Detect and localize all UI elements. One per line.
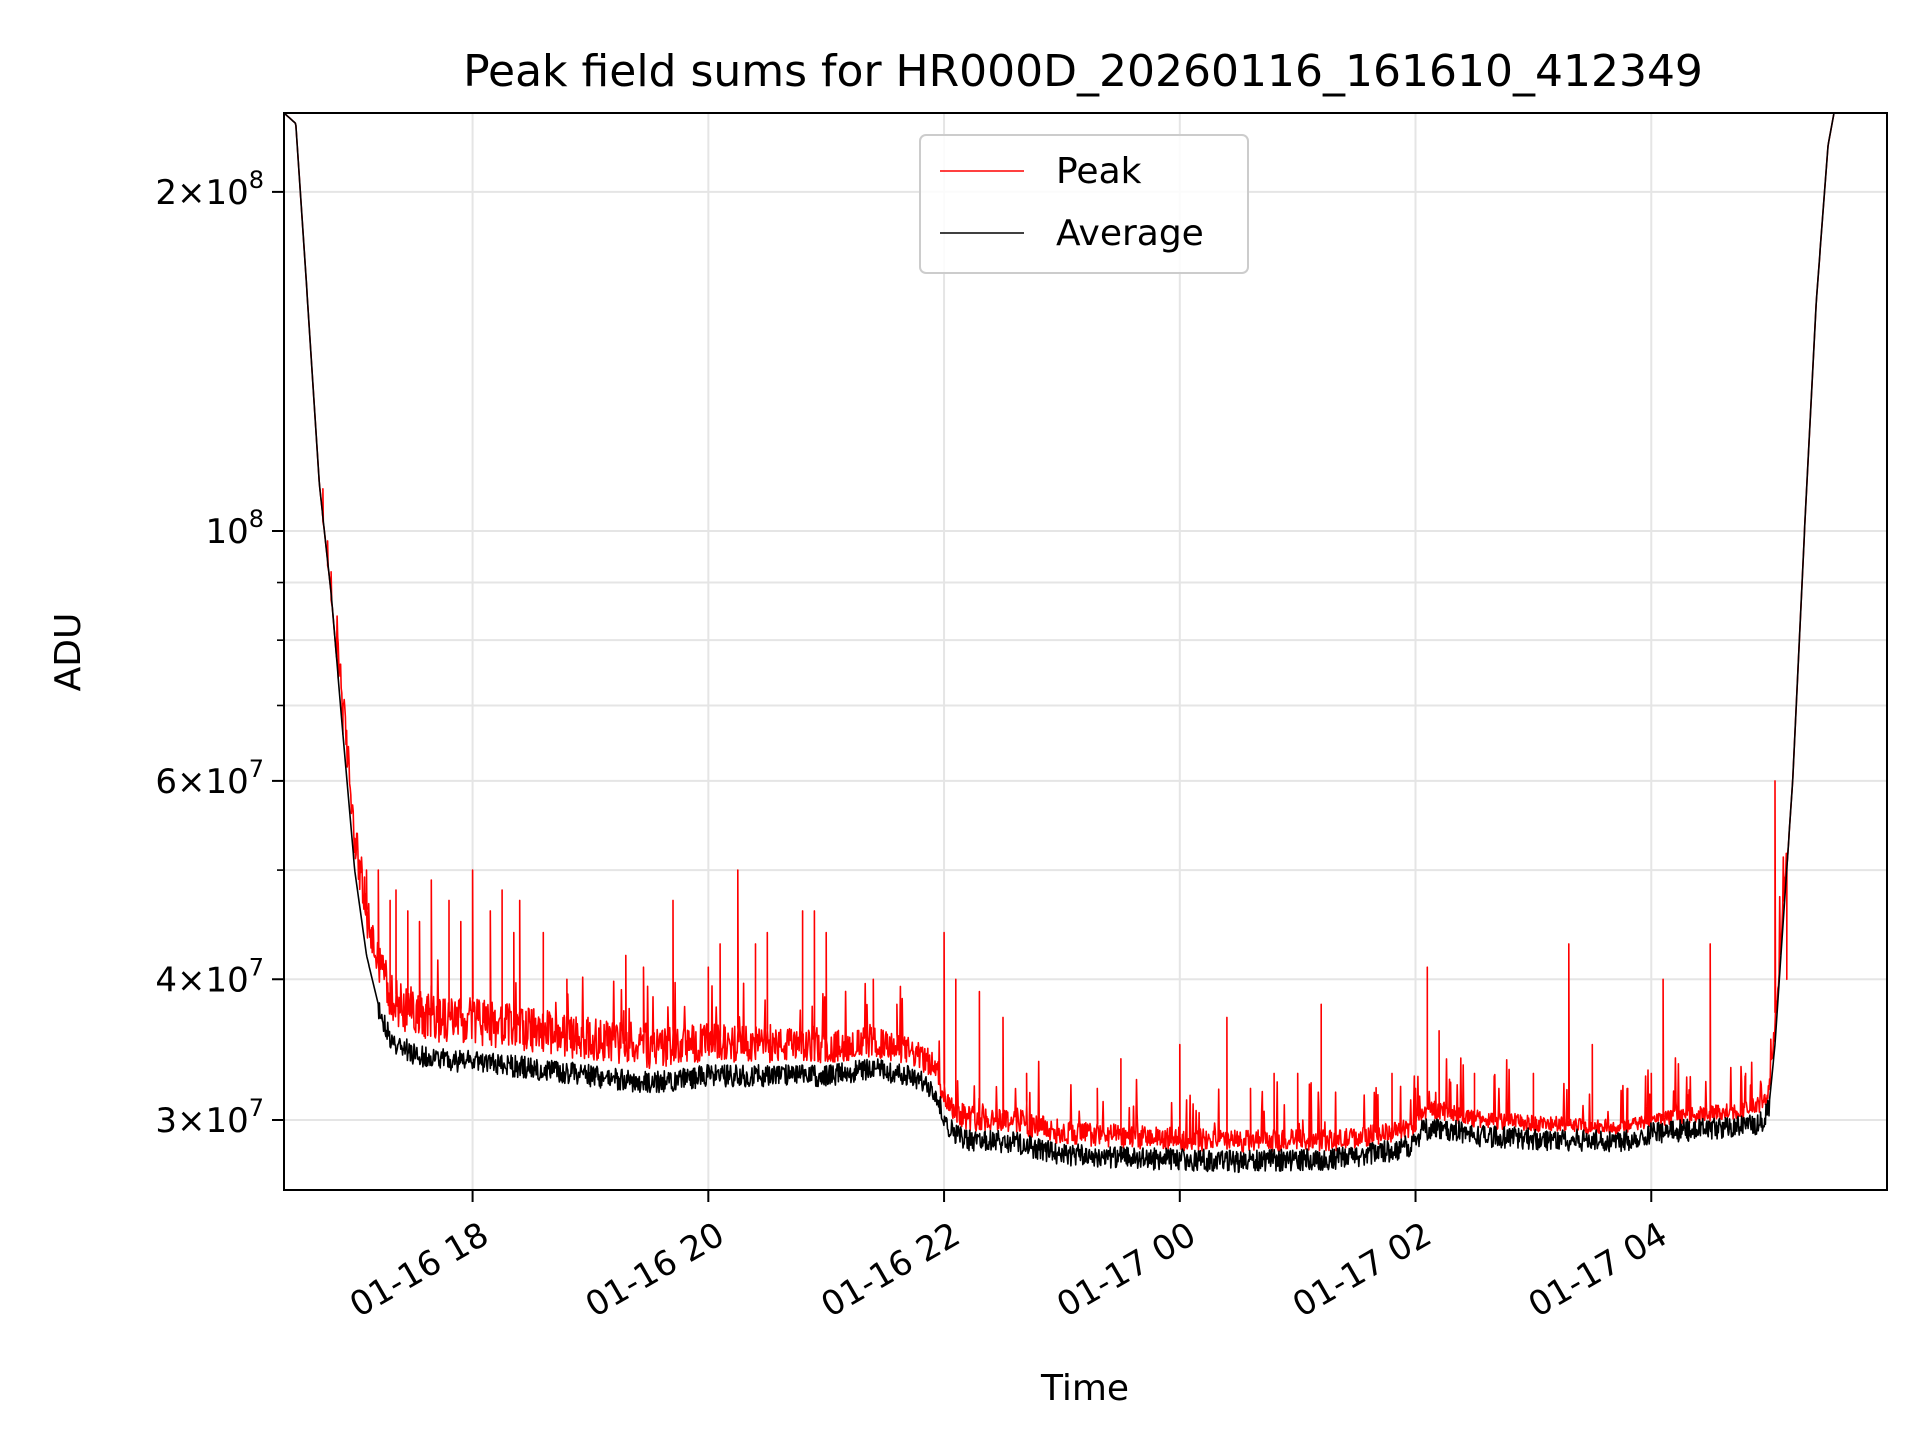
legend-box: [919, 134, 1249, 274]
legend: Peak Average: [919, 134, 1249, 274]
y-tick-label-base: 10: [205, 512, 248, 552]
x-axis-title: Time: [1040, 1368, 1129, 1409]
y-tick-label-exponent: 7: [249, 1094, 264, 1122]
y-tick-label: 3×107: [155, 1094, 264, 1141]
legend-label-average: Average: [1056, 213, 1204, 254]
y-tick-label-base: 6×10: [155, 762, 248, 802]
y-axis-title: ADU: [48, 613, 89, 692]
y-tick-label: 2×108: [155, 166, 264, 213]
y-tick-label-base: 3×10: [155, 1101, 248, 1141]
series-line-average: [284, 113, 1835, 1174]
y-tick-label-base: 2×10: [155, 173, 248, 213]
y-tick-label-exponent: 8: [249, 166, 264, 194]
y-tick-label-base: 4×10: [155, 960, 248, 1000]
y-tick-label: 108: [205, 505, 264, 552]
y-tick-label-exponent: 7: [249, 953, 264, 981]
plot-frame: [283, 112, 1888, 1191]
y-tick-label: 4×107: [155, 953, 264, 1000]
chart-title: Peak field sums for HR000D_20260116_1616…: [463, 46, 1703, 97]
y-tick-label-exponent: 7: [249, 755, 264, 783]
y-tick-label-exponent: 8: [249, 505, 264, 533]
plot-series-layer: [284, 113, 1835, 1174]
legend-label-peak: Peak: [1056, 151, 1142, 192]
series-line-peak: [284, 113, 1835, 1153]
y-tick-label: 6×107: [155, 755, 264, 802]
